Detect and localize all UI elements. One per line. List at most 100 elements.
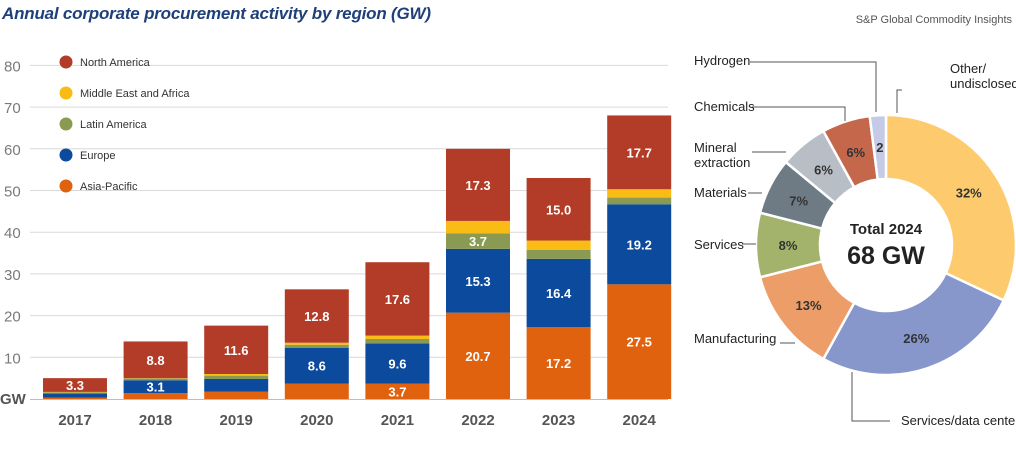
bar-2020-latin-america — [284, 344, 349, 348]
donut-category-label-other-undisclosed: Other/undisclosed — [950, 61, 1016, 91]
bar-2017-north-america — [43, 378, 107, 392]
bar-2024-middle-east-and-africa — [607, 189, 672, 198]
donut-value-label-services: 8% — [779, 238, 798, 253]
bar-group-2024 — [607, 115, 672, 399]
y-tick-label-80: 80 — [4, 58, 21, 75]
legend-label-north-america: North America — [80, 57, 151, 69]
bar-2018-asia-pacific — [123, 393, 188, 399]
y-tick-label-60: 60 — [4, 142, 21, 159]
bar-2023-asia-pacific — [526, 327, 591, 399]
x-tick-label-2019: 2019 — [220, 412, 253, 429]
bar-group-2018 — [123, 341, 188, 399]
donut-slice-hydrogen — [868, 113, 888, 181]
bar-2022-asia-pacific — [446, 312, 510, 399]
data-label-2022-north-america: 17.3 — [465, 178, 490, 193]
bar-2022-middle-east-and-africa — [446, 220, 510, 234]
x-tick-label-2021: 2021 — [381, 412, 414, 429]
legend-marker-middle-east-and-africa — [59, 86, 73, 100]
donut-value-label-services-data-centers: 26% — [903, 331, 929, 346]
bar-2021-north-america — [365, 262, 430, 336]
bar-2021-latin-america — [365, 338, 430, 344]
donut-center-caption: Total 2024 — [850, 221, 923, 238]
bar-2019-middle-east-and-africa — [204, 373, 269, 376]
leader-line-hydrogen — [750, 61, 877, 112]
bar-group-2022 — [446, 148, 510, 399]
data-label-2022-latin-america: 3.7 — [469, 234, 487, 249]
legend-label-middle-east-and-africa: Middle East and Africa — [80, 88, 190, 100]
bar-2020-europe — [284, 347, 349, 384]
bar-2020-asia-pacific — [284, 383, 349, 399]
bar-2024-europe — [607, 204, 672, 285]
bar-2023-latin-america — [526, 249, 591, 259]
bar-2021-asia-pacific — [365, 383, 430, 399]
bar-group-2020 — [284, 289, 349, 399]
bar-2021-middle-east-and-africa — [365, 335, 430, 339]
bar-2023-europe — [526, 258, 591, 328]
legend-marker-latin-america — [59, 117, 73, 131]
bar-2020-north-america — [284, 289, 349, 343]
bar-2023-north-america — [526, 177, 591, 241]
legend-label-europe: Europe — [80, 150, 115, 162]
data-label-2021-north-america: 17.6 — [385, 292, 410, 307]
x-tick-label-2020: 2020 — [300, 412, 333, 429]
bar-group-2017 — [43, 378, 107, 399]
stacked-bar-chart: 10 20 30 40 50 60 70 80 GW 2017 2018 2019 2020 2021 20… — [0, 55, 672, 429]
donut-value-label-other-undisclosed: 32% — [956, 185, 982, 200]
bar-2020-middle-east-and-africa — [284, 342, 349, 345]
bar-2023-middle-east-and-africa — [526, 240, 591, 250]
leader-line-other-undisclosed — [896, 89, 902, 113]
legend-marker-north-america — [59, 55, 73, 69]
donut-category-label-hydrogen: Hydrogen — [694, 53, 750, 68]
bar-2017-latin-america — [43, 392, 107, 394]
data-label-2021-europe: 9.6 — [388, 357, 406, 372]
legend-label-latin-america: Latin America — [80, 119, 148, 131]
y-tick-label-20: 20 — [4, 309, 21, 326]
leader-line-services-data-centers — [851, 372, 890, 422]
bar-2019-latin-america — [204, 375, 269, 379]
x-tick-label-2024: 2024 — [623, 412, 657, 429]
donut-category-label-services: Services — [694, 237, 744, 252]
data-label-2024-north-america: 17.7 — [627, 145, 652, 160]
bar-2019-north-america — [204, 325, 269, 374]
data-label-2023-asia-pacific: 17.2 — [546, 356, 571, 371]
bar-2021-europe — [365, 343, 430, 384]
donut-category-label-manufacturing: Manufacturing — [694, 331, 776, 346]
data-label-2022-europe: 15.3 — [465, 274, 490, 289]
bar-2022-north-america — [446, 148, 510, 221]
data-label-2019-north-america: 11.6 — [224, 343, 249, 358]
y-tick-label-30: 30 — [4, 267, 21, 284]
data-label-2020-europe: 8.6 — [308, 359, 326, 374]
data-label-2018-north-america: 8.8 — [147, 353, 165, 368]
data-label-2018-europe: 3.1 — [147, 380, 165, 395]
data-label-2024-asia-pacific: 27.5 — [627, 335, 652, 350]
bar-group-2019 — [204, 325, 269, 399]
donut-value-label-mineral-extraction: 6% — [814, 162, 833, 177]
legend-marker-europe — [59, 148, 73, 162]
bar-group-2021 — [365, 262, 430, 399]
x-tick-label-2022: 2022 — [461, 412, 494, 429]
bar-2022-latin-america — [446, 233, 510, 249]
bar-2018-europe — [123, 380, 188, 394]
y-tick-label-40: 40 — [4, 225, 21, 242]
data-label-2020-north-america: 12.8 — [304, 309, 329, 324]
donut-category-label-mineral-extraction: Mineral extraction — [694, 140, 750, 170]
donut-value-label-chemicals: 6% — [846, 145, 865, 160]
data-label-2017-north-america: 3.3 — [66, 378, 84, 393]
x-tick-label-2023: 2023 — [542, 412, 575, 429]
bar-2024-latin-america — [607, 197, 672, 205]
donut-value-label-materials: 7% — [789, 194, 808, 209]
chart-title: Annual corporate procurement activity by… — [2, 4, 431, 23]
bar-2022-europe — [446, 248, 510, 313]
data-label-2023-north-america: 15.0 — [546, 202, 571, 217]
bar-2019-asia-pacific — [204, 391, 269, 399]
source-credit: S&P Global Commodity Insights — [855, 14, 1012, 26]
y-tick-label-70: 70 — [4, 100, 21, 117]
bar-2018-latin-america — [123, 378, 188, 381]
x-tick-label-2018: 2018 — [139, 412, 172, 429]
data-label-2024-europe: 19.2 — [627, 237, 652, 252]
bar-2024-north-america — [607, 115, 672, 190]
bar-2017-asia-pacific — [43, 397, 107, 399]
data-label-2023-europe: 16.4 — [546, 286, 572, 301]
donut-center-total: 68 GW — [847, 242, 925, 270]
